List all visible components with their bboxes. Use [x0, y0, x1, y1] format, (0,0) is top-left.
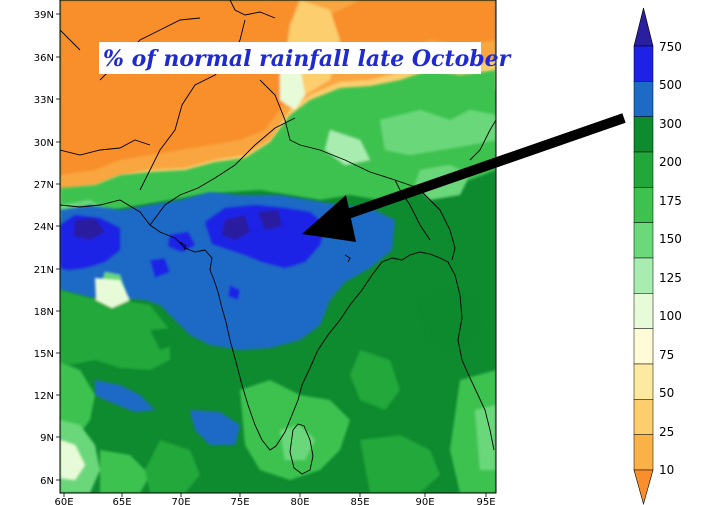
colorbar-label: 150: [659, 232, 682, 246]
colorbar-label: 500: [659, 78, 682, 92]
lon-label: 85E: [350, 497, 369, 505]
colorbar-top-triangle: [633, 7, 654, 47]
colorbar: 750 500 300 200 175 150 125 100 75 50 25…: [633, 7, 682, 505]
colorbar-swatch: [633, 151, 654, 188]
lat-label: 12N: [34, 391, 54, 402]
colorbar-swatch: [633, 399, 654, 435]
lat-label: 18N: [34, 307, 54, 318]
lat-labels: 39N 36N 33N 30N 27N 24N 21N 18N 15N 12N …: [34, 10, 54, 487]
title-box: [99, 42, 481, 74]
lat-label: 9N: [40, 433, 54, 444]
colorbar-swatch: [633, 45, 654, 82]
colorbar-swatch: [633, 81, 654, 117]
lat-label: 15N: [34, 349, 54, 360]
lon-labels: 60E 65E 70E 75E 80E 85E 90E 95E: [54, 497, 495, 505]
colorbar-label: 100: [659, 309, 682, 323]
title-text: % of normal rainfall late October: [103, 46, 512, 72]
colorbar-label: 300: [659, 117, 682, 131]
lon-label: 65E: [112, 497, 131, 505]
colorbar-label: 175: [659, 194, 682, 208]
southern-region: [60, 278, 496, 493]
colorbar-swatch: [633, 328, 654, 365]
lat-label: 33N: [34, 95, 54, 106]
map-frame: [59, 0, 497, 494]
lon-label: 80E: [290, 497, 309, 505]
colorbar-label: 25: [659, 425, 674, 439]
lon-label: 75E: [230, 497, 249, 505]
lat-label: 27N: [34, 180, 54, 191]
colorbar-swatch: [633, 363, 654, 400]
pointer-arrow: [302, 113, 626, 242]
lon-label: 95E: [476, 497, 495, 505]
colorbar-label: 75: [659, 348, 674, 362]
colorbar-swatch: [633, 187, 654, 223]
colorbar-swatch: [633, 116, 654, 153]
colorbar-label: 750: [659, 40, 682, 54]
very-wet-region: [60, 205, 325, 270]
colorbar-swatch: [633, 293, 654, 329]
lat-label: 24N: [34, 222, 54, 233]
colorbar-label: 50: [659, 386, 674, 400]
colorbar-swatch: [633, 222, 654, 259]
lat-label: 6N: [40, 476, 54, 487]
lon-label: 70E: [171, 497, 190, 505]
colorbar-label: 200: [659, 155, 682, 169]
lat-axis: [56, 13, 60, 481]
lat-label: 39N: [34, 10, 54, 21]
colorbar-label: 125: [659, 271, 682, 285]
lat-label: 36N: [34, 53, 54, 64]
map-title: % of normal rainfall late October: [99, 42, 512, 74]
colorbar-bottom-triangle: [633, 469, 654, 505]
lon-axis: [63, 493, 487, 497]
colorbar-swatch: [633, 257, 654, 294]
lon-label: 60E: [54, 497, 73, 505]
colorbar-label: 10: [659, 463, 674, 477]
lat-label: 30N: [34, 138, 54, 149]
lon-label: 90E: [415, 497, 434, 505]
colorbar-swatch: [633, 434, 654, 471]
lat-label: 21N: [34, 265, 54, 276]
